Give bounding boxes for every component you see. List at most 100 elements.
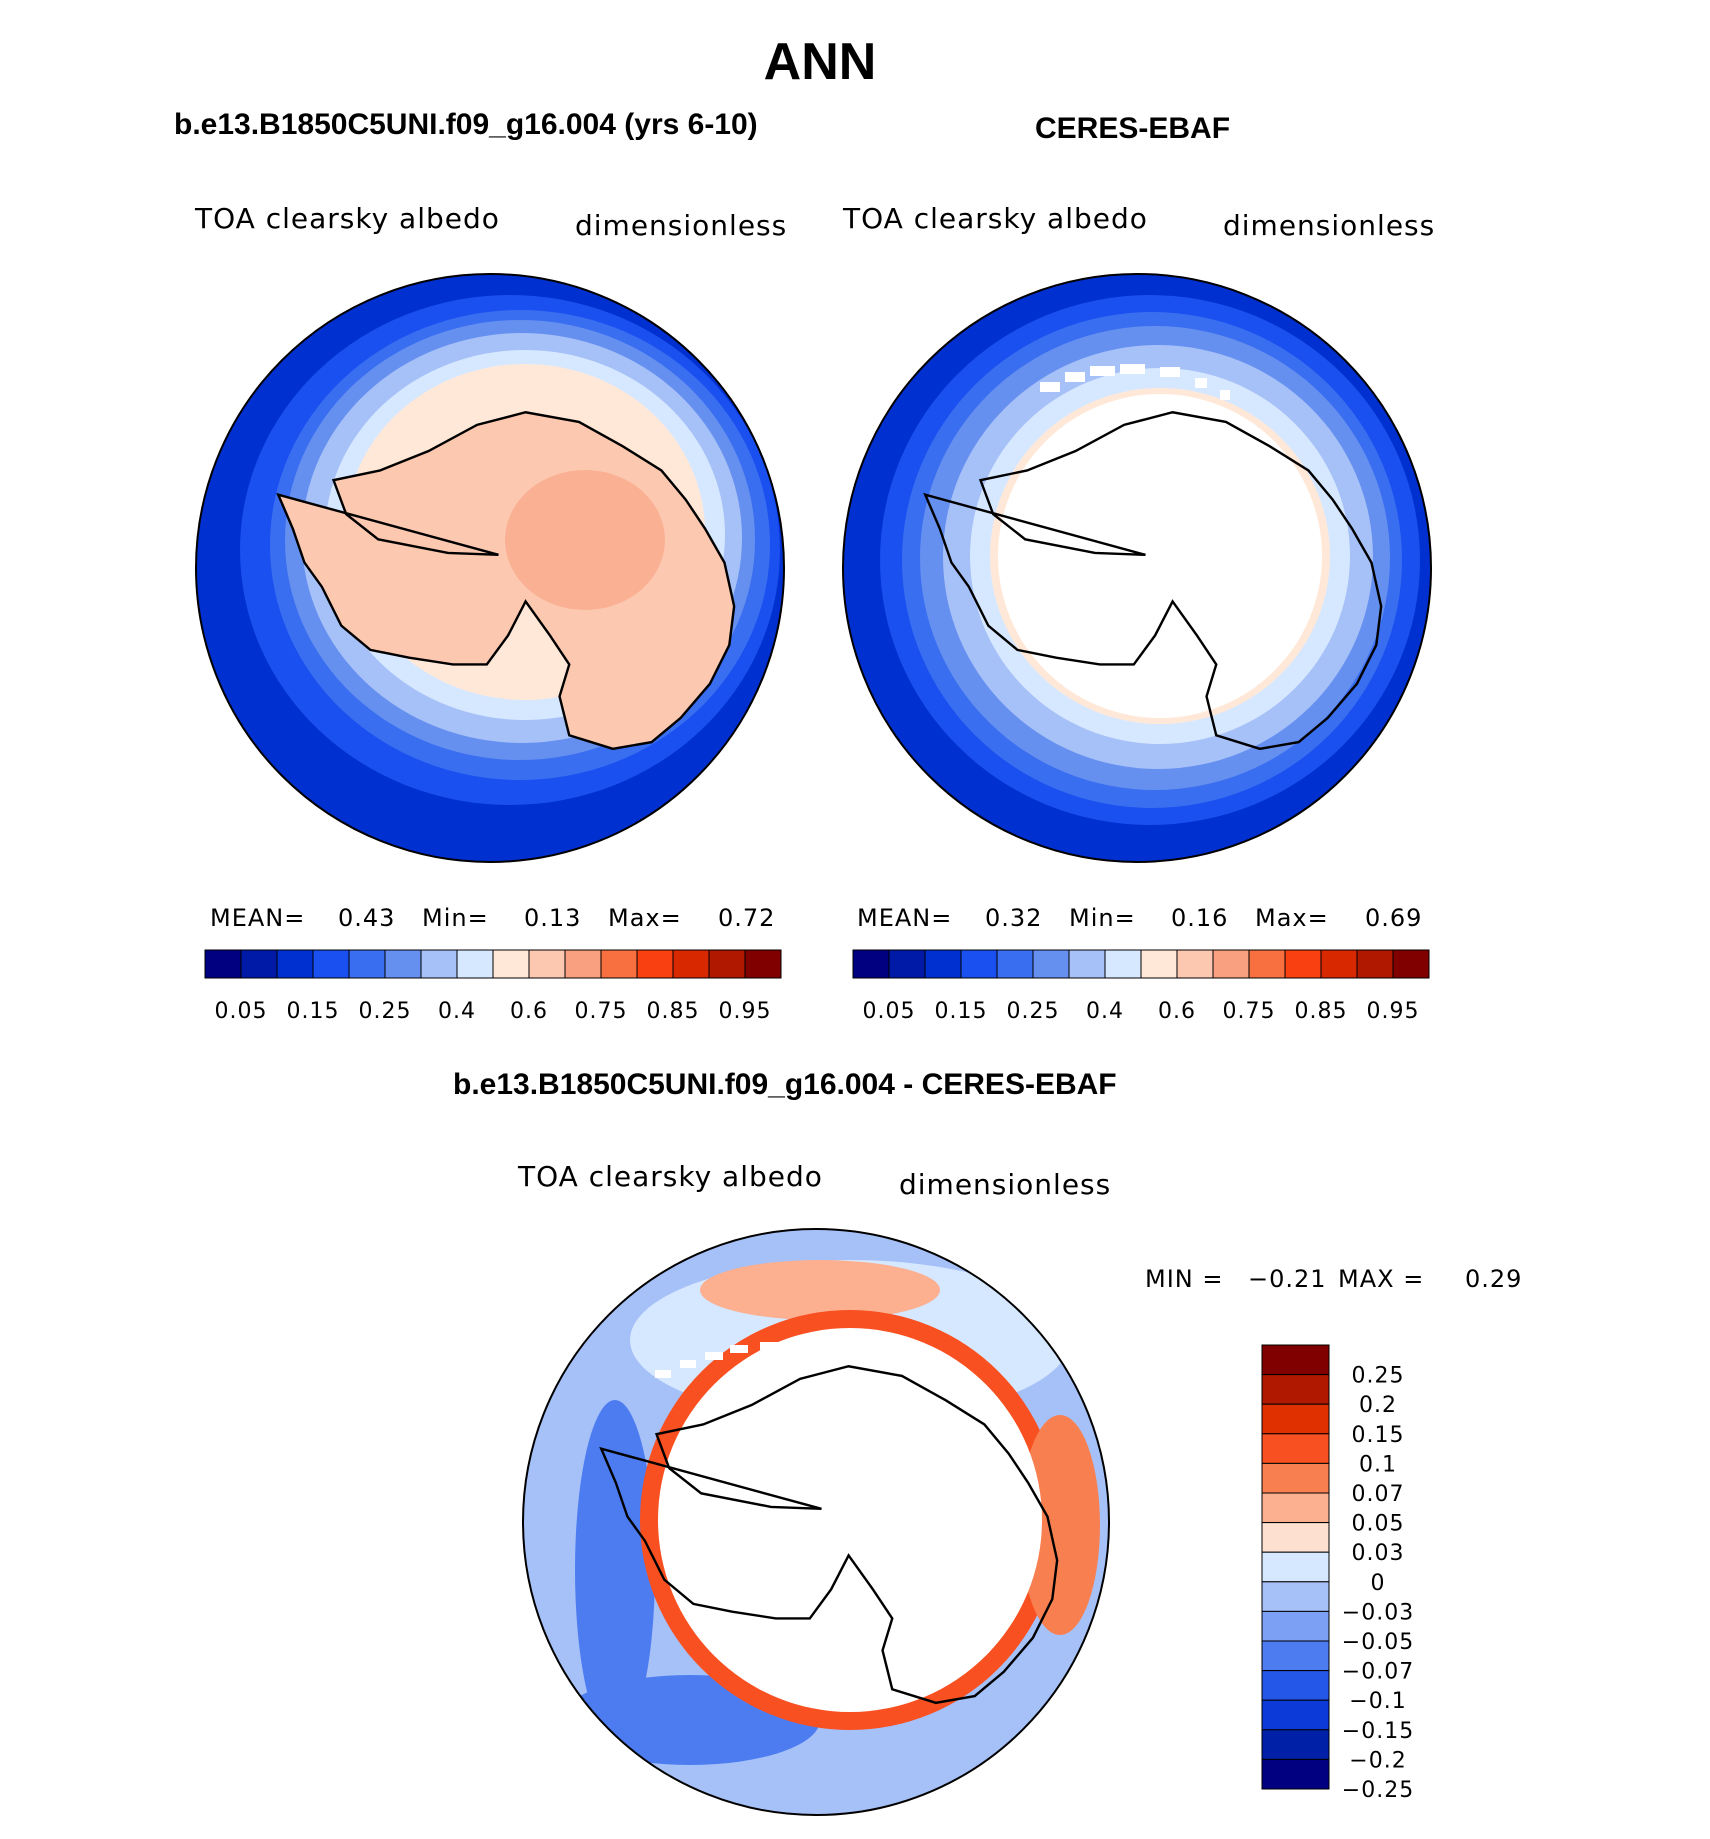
colorbar-swatch <box>1356 949 1394 979</box>
panel2-max-label: Max= <box>1255 904 1329 932</box>
colorbar-tick-label: −0.1 <box>1349 1689 1406 1714</box>
colorbar-swatch <box>996 949 1034 979</box>
panel2-colorbar: 0.05 0.15 0.25 0.4 0.6 0.75 0.85 0.95 <box>852 949 1430 1024</box>
colorbar-tick-label: 0 <box>1371 1571 1386 1596</box>
panel2-subtitle: CERES-EBAF <box>1035 112 1231 145</box>
colorbar-swatch <box>1261 1699 1330 1731</box>
colorbar-swatch <box>204 949 242 979</box>
colorbar-tick-label: −0.03 <box>1342 1600 1414 1625</box>
colorbar-swatch <box>1261 1433 1330 1464</box>
diff-min-value: −0.21 <box>1248 1265 1327 1293</box>
panel2-units-label: dimensionless <box>1223 209 1436 242</box>
colorbar-swatch <box>1261 1492 1330 1524</box>
colorbar-swatch <box>1261 1522 1330 1553</box>
colorbar-tick-label: −0.05 <box>1342 1630 1414 1655</box>
colorbar-tick-label: 0.05 <box>1352 1512 1405 1537</box>
colorbar-tick-label: −0.25 <box>1342 1778 1414 1803</box>
colorbar-swatch <box>456 949 494 979</box>
colorbar-swatch <box>1261 1403 1330 1435</box>
colorbar-tick-label: 0.6 <box>1158 999 1196 1024</box>
colorbar-tick-label: 0.6 <box>510 999 548 1024</box>
colorbar-swatch <box>1176 949 1214 979</box>
colorbar-swatch <box>1392 949 1430 979</box>
colorbar-swatch <box>276 949 314 979</box>
diff-subtitle: b.e13.B1850C5UNI.f09_g16.004 - CERES-EBA… <box>453 1068 1117 1101</box>
colorbar-tick-label: 0.15 <box>935 999 988 1024</box>
colorbar-swatch <box>600 949 638 979</box>
colorbar-tick-label: 0.1 <box>1359 1452 1397 1477</box>
colorbar-tick-label: 0.85 <box>1295 999 1348 1024</box>
panel1-max-value: 0.72 <box>718 904 776 932</box>
colorbar-swatch <box>1320 949 1358 979</box>
colorbar-tick-label: 0.75 <box>1223 999 1276 1024</box>
colorbar-swatch <box>1261 1344 1330 1376</box>
panel1-variable-label: TOA clearsky albedo <box>195 202 500 235</box>
colorbar-swatch <box>1212 949 1250 979</box>
diff-colorbar: 0.25 0.2 0.15 0.1 0.07 0.05 0.03 0 −0.03 −0.05 −0.… <box>1261 1344 1414 1803</box>
colorbar-tick-label: 0.75 <box>575 999 628 1024</box>
colorbar-swatch <box>672 949 710 979</box>
colorbar-swatch <box>852 949 890 979</box>
panel2-mean-label: MEAN= <box>857 904 953 932</box>
colorbar-tick-label: 0.4 <box>438 999 476 1024</box>
colorbar-tick-label: 0.2 <box>1359 1393 1397 1418</box>
main-title: ANN <box>763 33 877 91</box>
colorbar-swatch <box>1261 1758 1330 1790</box>
diff-max-value: 0.29 <box>1465 1265 1523 1293</box>
colorbar-tick-label: 0.07 <box>1352 1482 1405 1507</box>
colorbar-swatch <box>1261 1551 1330 1583</box>
colorbar-tick-label: 0.95 <box>1367 999 1420 1024</box>
colorbar-swatch <box>1068 949 1106 979</box>
panel1-units-label: dimensionless <box>575 209 788 242</box>
colorbar-swatch <box>1261 1610 1330 1642</box>
colorbar-tick-label: 0.05 <box>215 999 268 1024</box>
colorbar-swatch <box>528 949 566 979</box>
panel1-min-label: Min= <box>422 904 489 932</box>
colorbar-tick-label: 0.03 <box>1352 1541 1405 1566</box>
colorbar-tick-label: −0.07 <box>1342 1660 1414 1685</box>
colorbar-swatch <box>636 949 674 979</box>
colorbar-swatch <box>1261 1640 1330 1672</box>
colorbar-swatch <box>708 949 746 979</box>
colorbar-swatch <box>1104 949 1142 979</box>
colorbar-swatch <box>312 949 350 979</box>
colorbar-tick-label: 0.15 <box>1352 1423 1405 1448</box>
panel2-map <box>842 273 1432 863</box>
colorbar-tick-label: 0.85 <box>647 999 700 1024</box>
colorbar-swatch <box>1248 949 1286 979</box>
colorbar-swatch <box>1261 1462 1330 1494</box>
colorbar-swatch <box>1284 949 1322 979</box>
panel1-colorbar: 0.05 0.15 0.25 0.4 0.6 0.75 0.85 0.95 <box>204 949 782 1024</box>
diff-variable-label: TOA clearsky albedo <box>518 1160 823 1193</box>
colorbar-tick-label: −0.15 <box>1342 1719 1414 1744</box>
colorbar-tick-label: 0.25 <box>1352 1364 1405 1389</box>
colorbar-tick-label: 0.15 <box>287 999 340 1024</box>
colorbar-swatch <box>888 949 926 979</box>
colorbar-swatch <box>384 949 422 979</box>
panel2-min-label: Min= <box>1069 904 1136 932</box>
colorbar-tick-label: 0.95 <box>719 999 772 1024</box>
colorbar-tick-label: 0.25 <box>1007 999 1060 1024</box>
panel1-mean-value: 0.43 <box>338 904 396 932</box>
panel1-subtitle: b.e13.B1850C5UNI.f09_g16.004 (yrs 6-10) <box>174 108 758 141</box>
colorbar-swatch <box>1032 949 1070 979</box>
colorbar-swatch <box>1261 1670 1330 1701</box>
colorbar-swatch <box>348 949 386 979</box>
diff-map <box>522 1228 1110 1816</box>
colorbar-swatch <box>960 949 998 979</box>
colorbar-swatch <box>1261 1729 1330 1760</box>
colorbar-swatch <box>744 949 782 979</box>
panel2-mean-value: 0.32 <box>985 904 1043 932</box>
panel2-variable-label: TOA clearsky albedo <box>843 202 1148 235</box>
colorbar-swatch <box>1140 949 1178 979</box>
diff-min-label: MIN = <box>1145 1265 1224 1293</box>
colorbar-swatch <box>240 949 278 979</box>
panel1-mean-label: MEAN= <box>210 904 306 932</box>
colorbar-tick-label: 0.4 <box>1086 999 1124 1024</box>
colorbar-tick-label: −0.2 <box>1349 1748 1406 1773</box>
panel1-map <box>195 273 785 863</box>
panel2-max-value: 0.69 <box>1365 904 1423 932</box>
colorbar-swatch <box>1261 1374 1330 1405</box>
panel1-max-label: Max= <box>608 904 682 932</box>
